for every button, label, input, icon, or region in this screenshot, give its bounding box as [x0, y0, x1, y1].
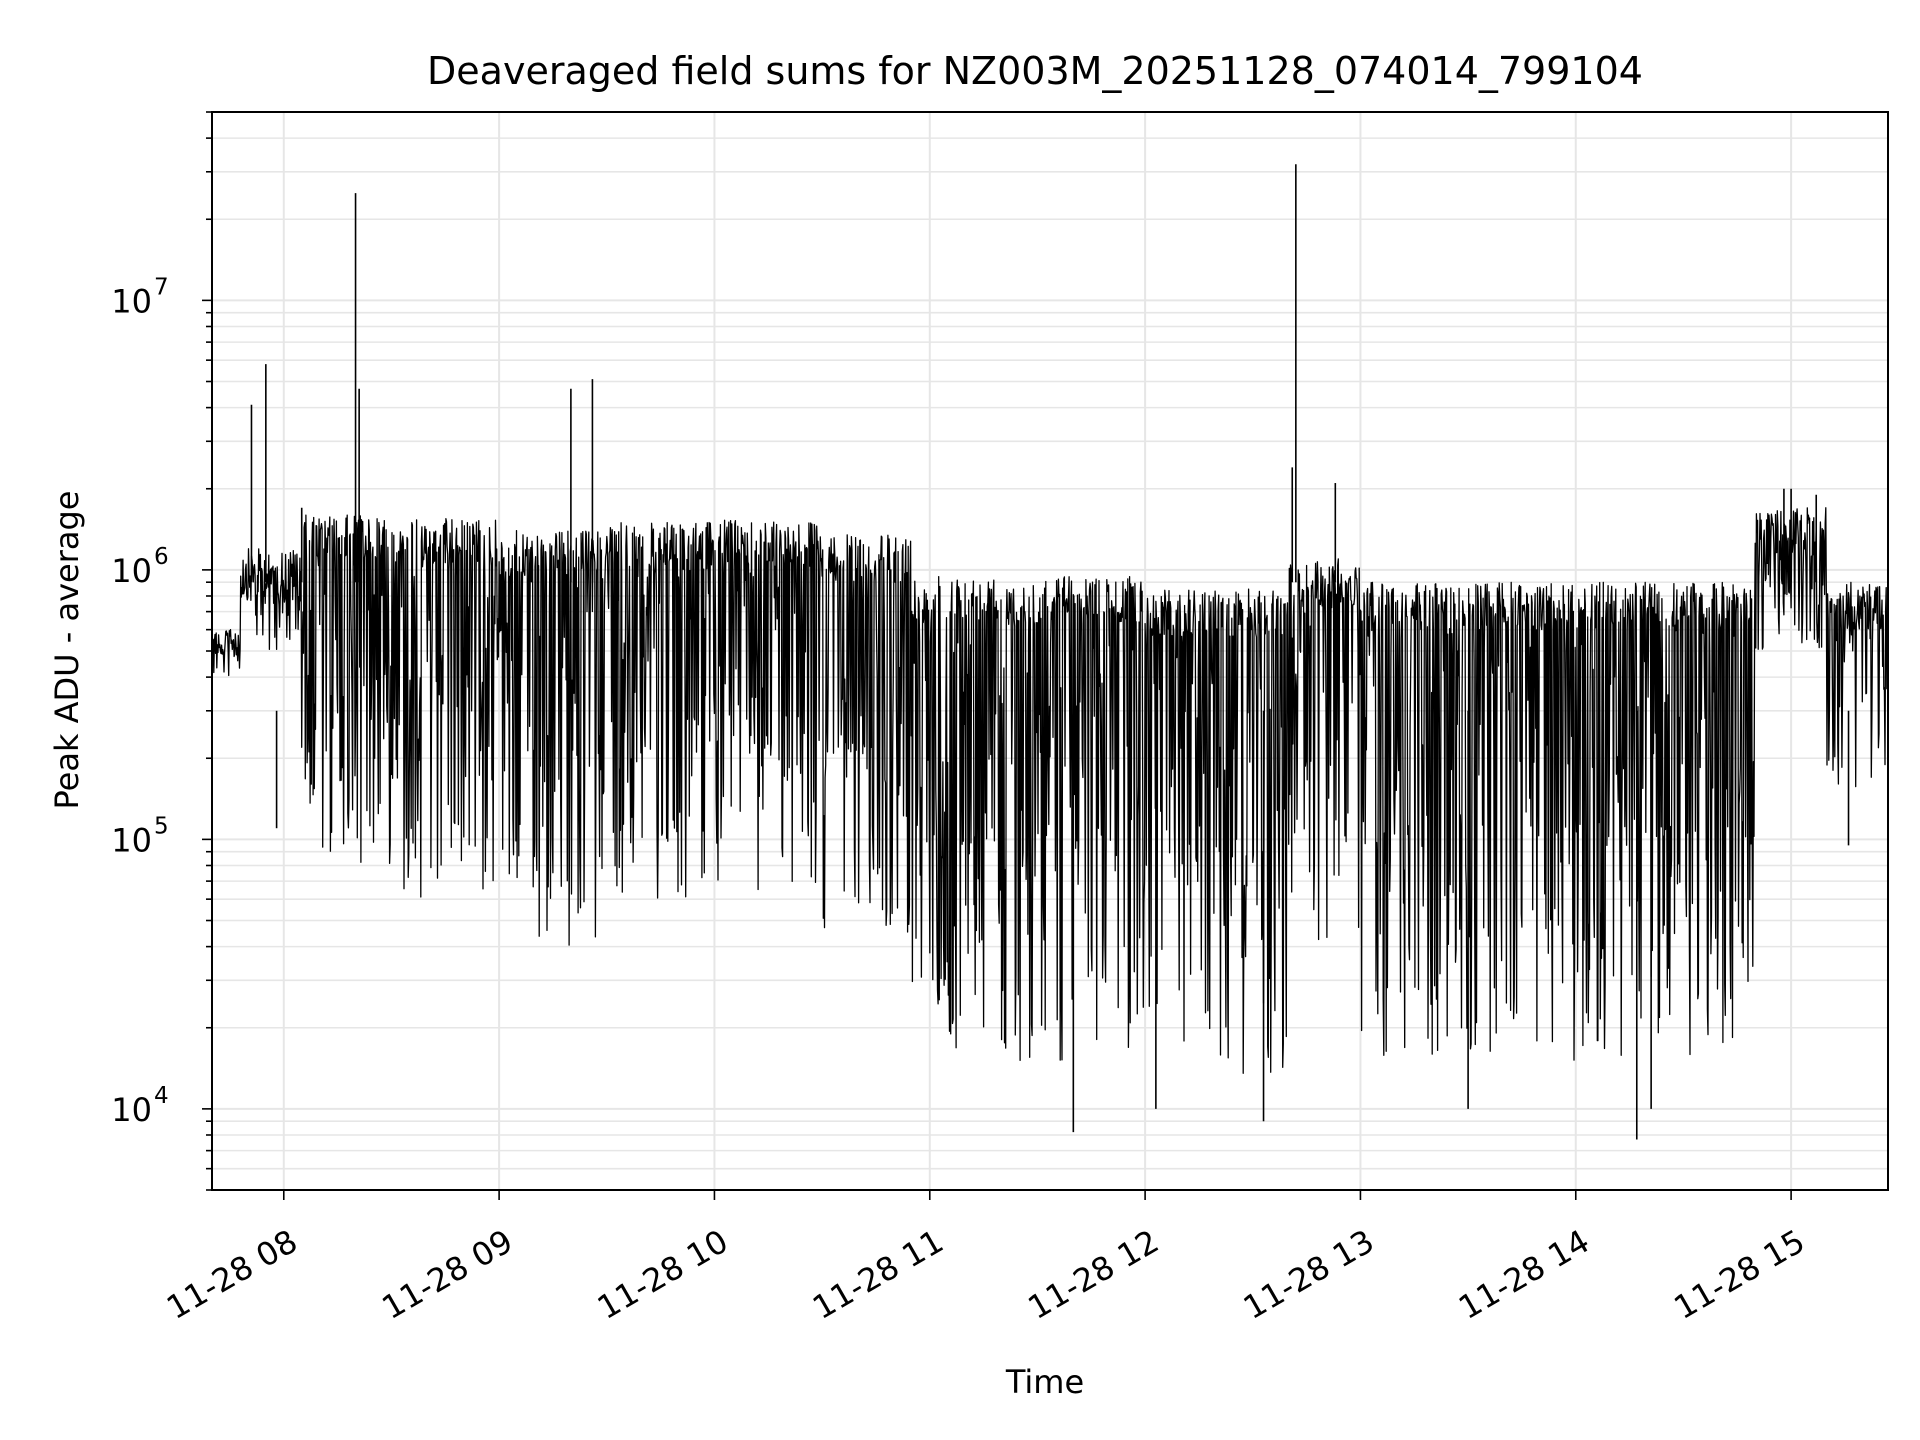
y-axis-label: Peak ADU - average — [48, 491, 86, 810]
data-series — [211, 164, 1889, 1140]
y-tick-exponent: 7 — [154, 274, 169, 300]
chart-title: Deaveraged field sums for NZ003M_2025112… — [427, 49, 1643, 93]
x-axis-label: Time — [1005, 1363, 1084, 1401]
y-tick-label: 10 — [111, 282, 152, 320]
y-tick-label: 10 — [111, 1091, 152, 1129]
y-tick-exponent: 5 — [154, 813, 169, 839]
y-tick-label: 10 — [111, 552, 152, 590]
major-gridlines — [212, 112, 1888, 1190]
series-line — [211, 507, 1889, 1074]
y-tick-exponent: 6 — [154, 544, 169, 570]
y-tick-exponent: 4 — [154, 1083, 169, 1109]
y-tick-label: 10 — [111, 821, 152, 859]
